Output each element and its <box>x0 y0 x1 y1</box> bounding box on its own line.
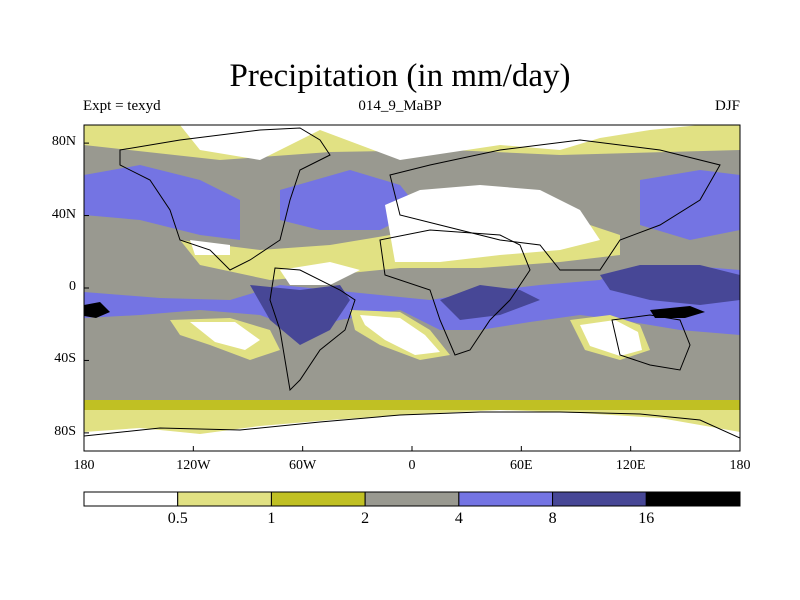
lon-tick-label: 180 <box>729 458 751 473</box>
field-warm-pool-heavy <box>600 265 740 305</box>
field-itcz-band <box>84 265 740 335</box>
coast-south-america <box>269 267 356 392</box>
coast-north-america <box>119 127 331 271</box>
colorbar-level-label: 4 <box>454 510 463 527</box>
coast-eurasia <box>389 139 721 271</box>
colorbar-level-label: 2 <box>361 510 370 527</box>
field-nw-pacific-storm-track <box>640 170 740 240</box>
field-australia-dry <box>580 320 642 356</box>
lat-tick-label: 80S <box>54 423 76 439</box>
lat-tick-label: 40S <box>54 351 76 367</box>
colorbar-level-label: 16 <box>638 510 655 527</box>
colorbar-swatch <box>552 491 647 507</box>
plot-title: Precipitation (in mm/day) <box>229 58 571 94</box>
lat-ticks <box>84 142 89 434</box>
field-caribbean-dry <box>280 262 360 285</box>
lon-tick-label: 0 <box>408 458 416 473</box>
field-spcz-extreme <box>84 302 110 318</box>
lat-tick-label: 40N <box>51 206 76 222</box>
season-label: DJF <box>714 98 740 114</box>
field-sahara-dry <box>385 185 600 262</box>
experiment-label: Expt = texyd <box>83 98 161 114</box>
coast-antarctica <box>84 411 740 439</box>
coast-africa <box>379 229 531 356</box>
lon-ticks <box>83 446 741 451</box>
colorbar-level-label: 1 <box>267 510 276 527</box>
lon-tick-label: 180 <box>73 458 95 473</box>
field-south-atlantic-dry <box>360 315 440 355</box>
precipitation-field <box>84 125 740 451</box>
lon-tick-label: 60W <box>289 458 317 473</box>
colorbar-swatch <box>458 491 554 507</box>
lon-tick-label: 120E <box>615 458 646 473</box>
colorbar-swatch <box>177 491 272 507</box>
field-pacific-storm-track <box>84 165 240 240</box>
lat-tick-label: 80N <box>51 134 76 150</box>
time-label: 014_9_MaBP <box>358 98 442 114</box>
field-antarctic-dry <box>84 410 740 451</box>
lon-tick-label: 120W <box>176 458 211 473</box>
lon-tick-label: 60E <box>510 458 533 473</box>
field-atlantic-storm-track <box>280 170 420 230</box>
coast-australia <box>611 314 691 371</box>
field-se-pacific-dry <box>190 322 260 350</box>
colorbar-level-label: 8 <box>548 510 557 527</box>
colorbar-level-label: 0.5 <box>167 510 188 527</box>
colorbar-swatch <box>270 491 366 507</box>
field-amazon-heavy <box>250 285 350 345</box>
colorbar-swatch <box>645 491 741 507</box>
lat-tick-label: 0 <box>69 279 76 294</box>
coastlines <box>84 127 740 439</box>
colorbar <box>83 491 741 507</box>
field-maritime-extreme <box>650 306 705 318</box>
field-congo-heavy <box>440 285 540 320</box>
colorbar-swatch <box>364 491 460 507</box>
field-mexico-dry <box>190 240 230 255</box>
colorbar-swatch <box>83 491 179 507</box>
